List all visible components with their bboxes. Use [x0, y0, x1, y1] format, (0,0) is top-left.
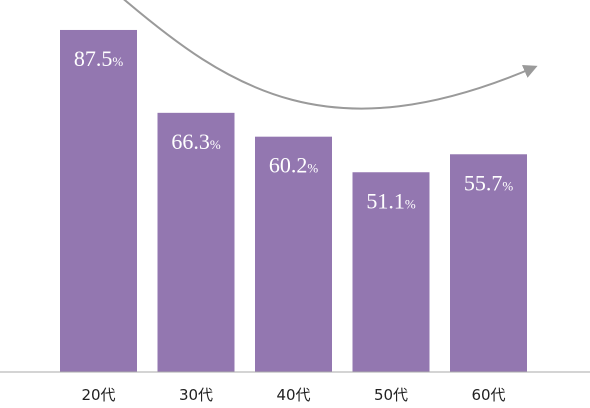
bar-3 [352, 172, 430, 372]
bars-group [60, 29, 527, 373]
trend-arrow [123, 0, 538, 110]
category-label-3: 50代 [374, 386, 408, 404]
value-label-4: 55.7% [464, 170, 514, 195]
category-label-2: 40代 [276, 386, 310, 404]
value-label-1: 66.3% [171, 129, 221, 154]
bar-0 [60, 29, 137, 373]
category-label-4: 60代 [471, 386, 505, 404]
value-label-3: 51.1% [366, 188, 416, 213]
bar-2 [255, 136, 332, 372]
category-label-0: 20代 [81, 386, 115, 404]
bar-4 [450, 154, 527, 372]
bar-1 [157, 112, 235, 372]
category-label-1: 30代 [179, 386, 213, 404]
value-label-2: 60.2% [269, 153, 319, 178]
value-label-0: 87.5% [74, 46, 124, 71]
category-labels-group: 20代 30代 40代 50代 60代 [81, 386, 505, 404]
value-labels-group: 87.5% 66.3% 60.2% 51.1% 55.7% [74, 46, 514, 213]
